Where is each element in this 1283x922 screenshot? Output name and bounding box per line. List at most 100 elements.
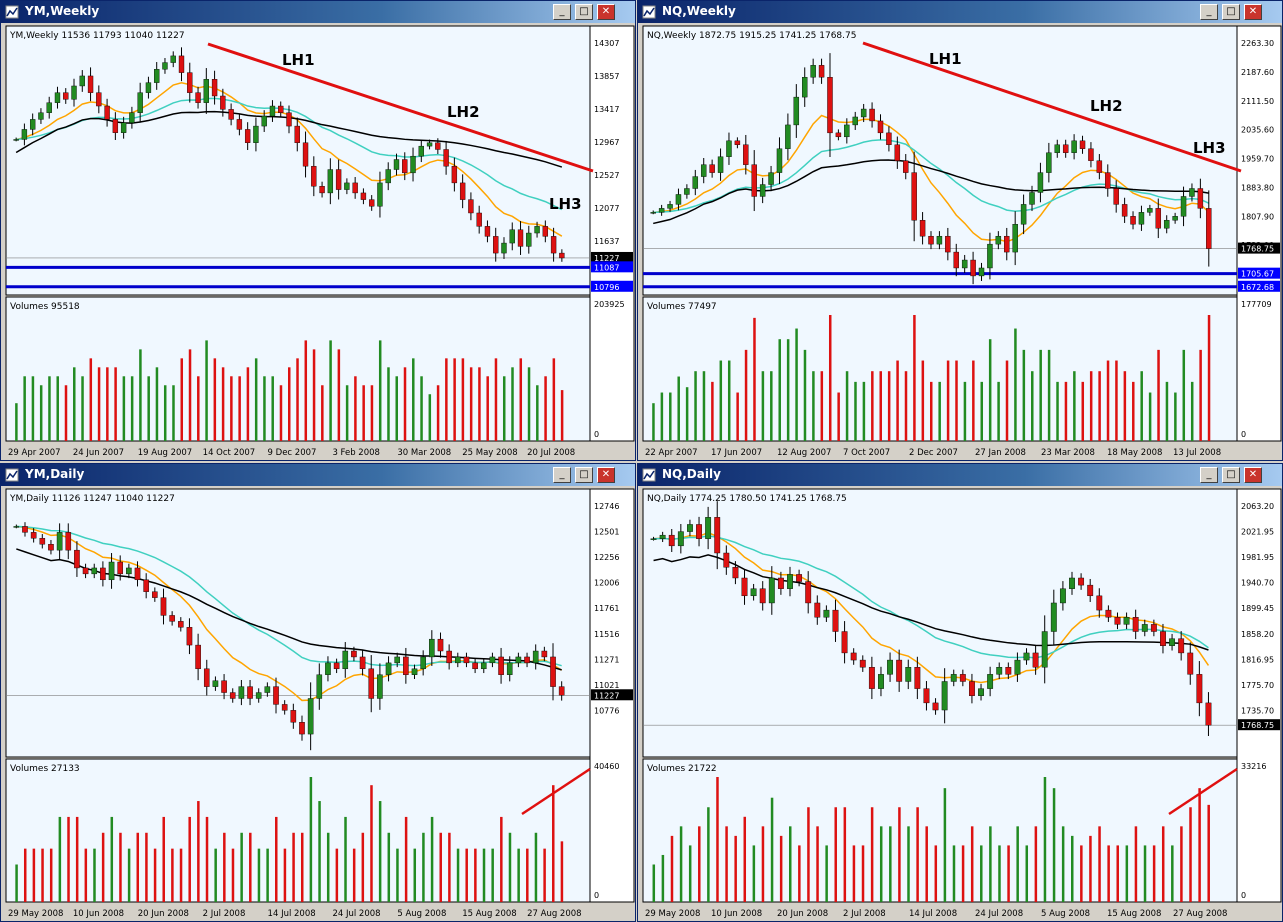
- candle: [39, 538, 46, 545]
- candle: [1037, 172, 1044, 193]
- candle: [21, 129, 28, 140]
- nq-weekly-window[interactable]: NQ,Weekly _ □ ✕ NQ,Weekly 1872.75 1915.25 17…: [637, 0, 1283, 461]
- ym-daily-window[interactable]: YM,Daily _ □ ✕ YM,Daily 11126 11247 11040 11…: [0, 463, 636, 922]
- candle: [1032, 652, 1039, 668]
- candle: [126, 567, 132, 575]
- volume-bar: [734, 835, 737, 902]
- nq-daily-window[interactable]: NQ,Daily _ □ ✕ NQ,Daily 1774.25 1780.50 1741…: [637, 463, 1283, 922]
- chart-canvas[interactable]: NQ,Weekly 1872.75 1915.25 1741.25 1768.7…: [639, 24, 1283, 461]
- candle: [228, 109, 234, 120]
- volume-bar: [1089, 835, 1092, 902]
- volume-bar: [465, 848, 468, 902]
- volume-bar: [943, 788, 947, 902]
- volume-bar: [378, 340, 382, 441]
- chart-canvas[interactable]: NQ,Daily 1774.25 1780.50 1741.25 1768.75…: [639, 487, 1283, 922]
- candle: [311, 165, 317, 187]
- candle: [71, 85, 77, 100]
- volume-bar: [1180, 826, 1183, 902]
- volume-bar: [49, 848, 53, 902]
- candle: [476, 212, 482, 227]
- close-button[interactable]: ✕: [1244, 467, 1262, 483]
- volume-bar: [980, 381, 984, 441]
- chart-window-icon[interactable]: [642, 5, 656, 19]
- minimize-button[interactable]: _: [1200, 467, 1218, 483]
- candle: [1029, 192, 1035, 205]
- close-button[interactable]: ✕: [597, 467, 615, 483]
- candle: [905, 667, 912, 682]
- close-button[interactable]: ✕: [597, 4, 615, 20]
- chart-canvas[interactable]: YM,Daily 11126 11247 11040 11227 Volumes …: [2, 487, 636, 922]
- volume-bar: [205, 816, 209, 902]
- close-button[interactable]: ✕: [1244, 4, 1262, 20]
- price-axis: [589, 25, 635, 442]
- ym-weekly-window[interactable]: YM,Weekly _ □ ✕ YM,Weekly 11536 11793 11040 …: [0, 0, 636, 461]
- maximize-button[interactable]: □: [575, 467, 593, 483]
- maximize-button[interactable]: □: [575, 4, 593, 20]
- maximize-button[interactable]: □: [1222, 4, 1240, 20]
- volume-bar: [249, 832, 252, 902]
- candle: [137, 92, 143, 113]
- volume-bar: [180, 358, 184, 441]
- candle: [1113, 188, 1119, 205]
- date-label: 29 Apr 2007: [8, 448, 61, 458]
- volume-tick-label: 0: [1241, 891, 1246, 900]
- volume-bar: [544, 376, 547, 441]
- candle: [1114, 617, 1121, 625]
- volume-bar: [913, 315, 916, 441]
- candle: [810, 65, 816, 78]
- candle: [335, 169, 342, 190]
- chart-canvas[interactable]: YM,Weekly 11536 11793 11040 11227 Volumes…: [2, 24, 636, 461]
- candle: [1071, 140, 1077, 153]
- chart-window-icon[interactable]: [5, 5, 19, 19]
- title-bar[interactable]: YM,Daily _ □ ✕: [1, 464, 635, 486]
- volume-trendline: [521, 767, 591, 816]
- minimize-button[interactable]: _: [553, 467, 571, 483]
- candle: [717, 156, 724, 173]
- window-title: NQ,Daily: [662, 467, 721, 481]
- candle: [160, 597, 167, 616]
- date-label: 17 Jun 2007: [711, 448, 762, 458]
- volume-bar: [652, 864, 656, 902]
- volume-bar: [698, 826, 701, 902]
- candle: [1050, 602, 1057, 632]
- volume-bar: [1157, 349, 1160, 441]
- chart-window-icon[interactable]: [642, 468, 656, 482]
- volume-label: Volumes 27133: [10, 764, 80, 774]
- volume-bar: [685, 387, 689, 441]
- minimize-button[interactable]: _: [1200, 4, 1218, 20]
- minimize-button[interactable]: _: [553, 4, 571, 20]
- candle: [498, 656, 504, 675]
- title-bar[interactable]: NQ,Daily _ □ ✕: [638, 464, 1282, 486]
- candle: [342, 650, 349, 670]
- volume-bar: [23, 848, 27, 902]
- candle: [65, 532, 72, 551]
- candle: [850, 652, 857, 661]
- maximize-button[interactable]: □: [1222, 467, 1240, 483]
- candle: [104, 105, 110, 120]
- candle: [1123, 617, 1130, 625]
- candle: [950, 674, 957, 682]
- title-bar[interactable]: NQ,Weekly _ □ ✕: [638, 1, 1282, 23]
- candle: [120, 122, 127, 133]
- volume-bar: [456, 848, 460, 902]
- volume-pane: [642, 758, 1238, 903]
- volume-bar: [337, 349, 341, 441]
- price-tick-label: 2263.30: [1241, 39, 1274, 48]
- date-label: 3 Feb 2008: [332, 448, 380, 458]
- candle: [841, 631, 848, 654]
- candle: [796, 574, 803, 582]
- volume-bar: [1148, 392, 1152, 441]
- candle: [22, 526, 28, 533]
- candle: [526, 232, 532, 247]
- candle: [1054, 144, 1060, 153]
- title-bar[interactable]: YM,Weekly _ □ ✕: [1, 1, 635, 23]
- volume-bar: [677, 376, 680, 441]
- volume-bar: [1182, 349, 1186, 441]
- candle: [170, 55, 176, 63]
- chart-window-icon[interactable]: [5, 468, 19, 482]
- volume-bar: [482, 848, 486, 902]
- candle: [307, 698, 314, 735]
- volume-bar: [1106, 360, 1110, 441]
- candle: [96, 92, 102, 107]
- volume-bar: [64, 385, 68, 441]
